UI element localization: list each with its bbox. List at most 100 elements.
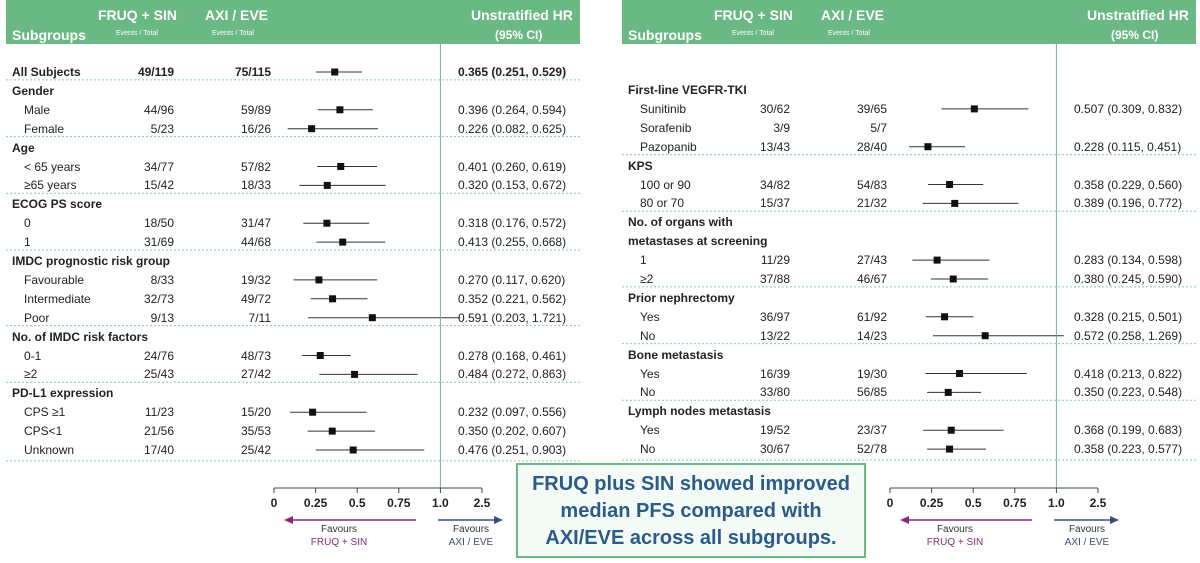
events-arm2: 25/42 — [240, 443, 271, 457]
hr-ci-value: 0.226 (0.082, 0.625) — [458, 121, 567, 136]
events-arm1: 37/88 — [759, 272, 790, 286]
hr-ci-value: 0.572 (0.258, 1.269) — [1074, 328, 1183, 343]
subgroup-heading: No. of IMDC risk factors — [6, 329, 580, 347]
hr-ci-value: 0.283 (0.134, 0.598) — [1074, 253, 1183, 268]
events-arm2: 27/43 — [856, 253, 887, 268]
events-arm1: 13/22 — [759, 328, 790, 343]
hr-point — [328, 427, 336, 435]
ci-header: (95% CI) — [495, 28, 543, 42]
subgroup-heading: Bone metastasis — [622, 347, 1196, 365]
hr-ci-value: 0.507 (0.309, 0.832) — [1074, 101, 1183, 116]
arrowhead-right-icon — [494, 516, 503, 524]
forest-plot-marks: 0 0.25 0.5 0.75 1.0 2.5 — [622, 44, 1196, 524]
row-label: 100 or 90 — [640, 177, 691, 192]
hr-ci-value: 0.358 (0.229, 0.560) — [1074, 177, 1183, 192]
table-row: 1 31/69 44/68 0.413 (0.255, 0.668) — [6, 234, 580, 252]
events-arm2: 27/42 — [240, 367, 271, 382]
events-header: Events / Total — [212, 30, 254, 37]
ci-header: (95% CI) — [1111, 28, 1159, 42]
subgroup-heading: Lymph nodes metastasis — [622, 403, 1196, 421]
events-arm2: 28/40 — [856, 139, 887, 154]
row-label: ≥2 — [640, 272, 654, 286]
x-tick-label: 0.5 — [965, 496, 982, 510]
callout-line: AXI/EVE across all subgroups. — [545, 527, 837, 549]
events-arm2: 19/32 — [240, 272, 271, 287]
hr-ci-value: 0.228 (0.115, 0.451) — [1074, 139, 1182, 154]
hr-ci-value: 0.270 (0.117, 0.620) — [458, 272, 566, 287]
row-label: Sorafenib — [640, 120, 692, 135]
events-arm1: 16/39 — [759, 366, 790, 381]
hr-ci-value: 0.350 (0.223, 0.548) — [1074, 385, 1183, 400]
row-label: First-line VEGFR-TKI — [628, 83, 747, 97]
row-label: No. of IMDC risk factors — [12, 329, 149, 344]
table-row: No 30/67 52/78 0.358 (0.223, 0.577) — [622, 441, 1196, 459]
events-arm1: 11/29 — [760, 253, 790, 268]
events-arm2: 5/7 — [870, 120, 887, 135]
hr-point — [309, 408, 317, 416]
callout-line: median PFS compared with — [560, 500, 822, 522]
hr-ci-value: 0.380 (0.245, 0.590) — [1074, 272, 1183, 286]
arrowhead-left-icon — [900, 516, 909, 524]
hr-header: Unstratified HR — [1087, 7, 1189, 23]
events-arm1: 31/69 — [143, 235, 174, 250]
events-arm2: 19/30 — [856, 366, 887, 381]
row-label: 80 or 70 — [640, 196, 685, 211]
arrowhead-right-icon — [1110, 516, 1119, 524]
hr-point — [933, 256, 941, 264]
hr-header: Unstratified HR — [471, 7, 573, 23]
table-row: Unknown 17/40 25/42 0.476 (0.251, 0.903) — [6, 442, 580, 460]
table-row: 1 11/29 27/43 0.283 (0.134, 0.598) — [622, 252, 1196, 270]
table-row: Male 44/96 59/89 0.396 (0.264, 0.594) — [6, 102, 580, 120]
table-row: Intermediate 32/73 49/72 0.352 (0.221, 0.56… — [6, 291, 580, 309]
table-row: Sunitinib 30/62 39/65 0.507 (0.309, 0.832) — [622, 101, 1196, 119]
row-label: No — [640, 328, 656, 343]
hr-point — [368, 314, 376, 322]
row-label: Yes — [640, 366, 660, 381]
events-arm1: 33/80 — [759, 385, 790, 400]
row-label: Lymph nodes metastasis — [628, 404, 771, 419]
x-tick-label: 1.0 — [432, 496, 449, 510]
events-arm1: 25/43 — [143, 367, 174, 382]
events-arm2: 7/11 — [248, 310, 271, 325]
callout-line: FRUQ plus SIN showed improved — [532, 473, 850, 495]
x-tick-label: 0.25 — [920, 496, 944, 510]
hr-ci-value: 0.318 (0.176, 0.572) — [458, 216, 567, 231]
table-row: Female 5/23 16/26 0.226 (0.082, 0.625) — [6, 121, 580, 139]
subgroup-heading: Prior nephrectomy — [622, 290, 1196, 308]
events-arm2: 39/65 — [856, 101, 887, 116]
hr-point — [944, 388, 952, 396]
table-row: CPS ≥1 11/23 15/20 0.232 (0.097, 0.556) — [6, 404, 580, 422]
hr-point — [924, 143, 932, 151]
table-row: Yes 16/39 19/30 0.418 (0.213, 0.822) — [622, 366, 1196, 384]
events-arm1: 8/33 — [150, 272, 174, 287]
table-row: 0 18/50 31/47 0.318 (0.176, 0.572) — [6, 215, 580, 233]
events-arm1: 21/56 — [143, 424, 174, 439]
row-label: No. of organs with — [628, 215, 733, 230]
events-header: Events / Total — [732, 30, 774, 37]
row-label: PD-L1 expression — [12, 386, 114, 401]
hr-point — [946, 445, 954, 453]
events-arm1: 34/77 — [143, 159, 174, 174]
events-arm1: 18/50 — [143, 216, 174, 231]
hr-ci-value: 0.278 (0.168, 0.461) — [458, 348, 567, 363]
row-label: CPS ≥1 — [24, 405, 66, 420]
hr-point — [339, 238, 347, 246]
subgroup-heading: Age — [6, 140, 580, 158]
table-row: All Subjects 49/119 75/115 0.365 (0.251, 0.… — [6, 64, 580, 82]
hr-point — [947, 426, 955, 434]
events-arm1: 15/37 — [759, 196, 790, 211]
hr-ci-value: 0.358 (0.223, 0.577) — [1074, 442, 1183, 457]
events-arm2: 31/47 — [240, 216, 271, 231]
events-arm2: 56/85 — [856, 385, 887, 400]
hr-point — [337, 163, 345, 170]
events-arm2: 48/73 — [240, 348, 271, 363]
row-label: < 65 years — [24, 159, 81, 174]
events-arm1: 5/23 — [150, 121, 174, 136]
forest-plot-right: FRUQ + SIN AXI / EVE Events / Total Even… — [622, 0, 1200, 563]
events-arm1: 15/42 — [143, 178, 174, 193]
events-arm2: 59/89 — [240, 102, 271, 117]
arm2-header: AXI / EVE — [821, 7, 885, 23]
events-arm1: 24/76 — [143, 348, 174, 363]
hr-ci-value: 0.591 (0.203, 1.721) — [458, 310, 567, 325]
forest-plot-marks: 0 0.25 0.5 0.75 1.0 2.5 — [6, 44, 580, 524]
